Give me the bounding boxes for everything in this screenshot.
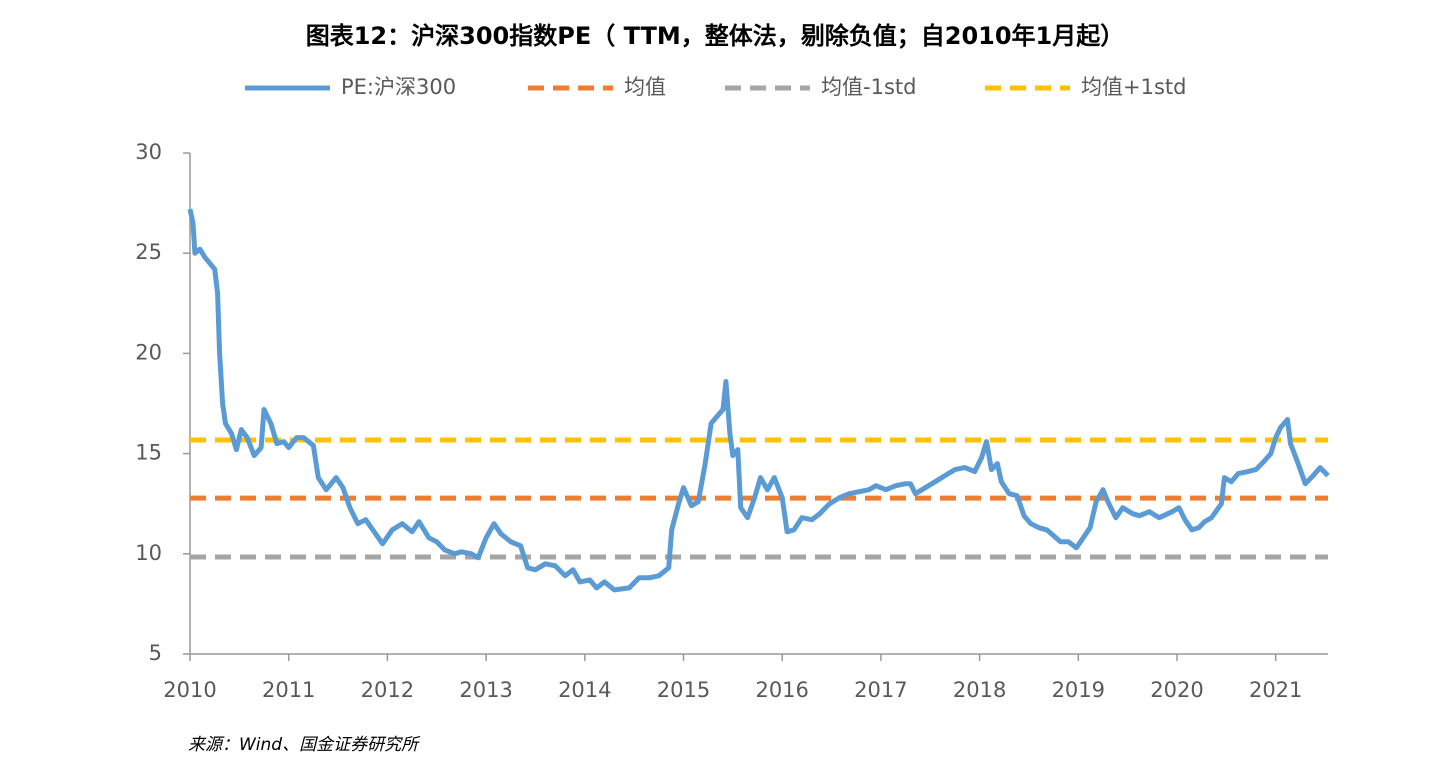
x-tick-label: 2014 (558, 678, 611, 702)
y-tick-label: 25 (135, 240, 162, 264)
y-tick-label: 20 (135, 340, 162, 364)
x-tick-label: 2015 (657, 678, 710, 702)
source-note: 来源：Wind、国金证券研究所 (188, 735, 421, 755)
x-tick-label: 2011 (262, 678, 315, 702)
y-tick-label: 10 (135, 541, 162, 565)
x-tick-label: 2017 (854, 678, 907, 702)
x-tick-label: 2013 (459, 678, 512, 702)
legend-label: PE:沪深300 (341, 75, 456, 99)
legend-label: 均值 (624, 75, 666, 99)
legend-label: 均值+1std (1081, 75, 1186, 99)
y-tick-label: 5 (149, 641, 162, 665)
series-line (187, 208, 1330, 593)
x-tick-label: 2016 (755, 678, 808, 702)
x-tick-label: 2010 (163, 678, 216, 702)
chart-title: 图表12：沪深300指数PE（ TTM，整体法，剔除负值；自2010年1月起） (306, 22, 1125, 50)
y-tick-label: 15 (135, 441, 162, 465)
x-tick-label: 2018 (953, 678, 1006, 702)
y-tick-label: 30 (135, 140, 162, 164)
x-tick-label: 2019 (1052, 678, 1105, 702)
x-tick-label: 2021 (1249, 678, 1302, 702)
x-tick-label: 2012 (361, 678, 414, 702)
x-tick-label: 2020 (1150, 678, 1203, 702)
legend-label: 均值-1std (821, 75, 916, 99)
